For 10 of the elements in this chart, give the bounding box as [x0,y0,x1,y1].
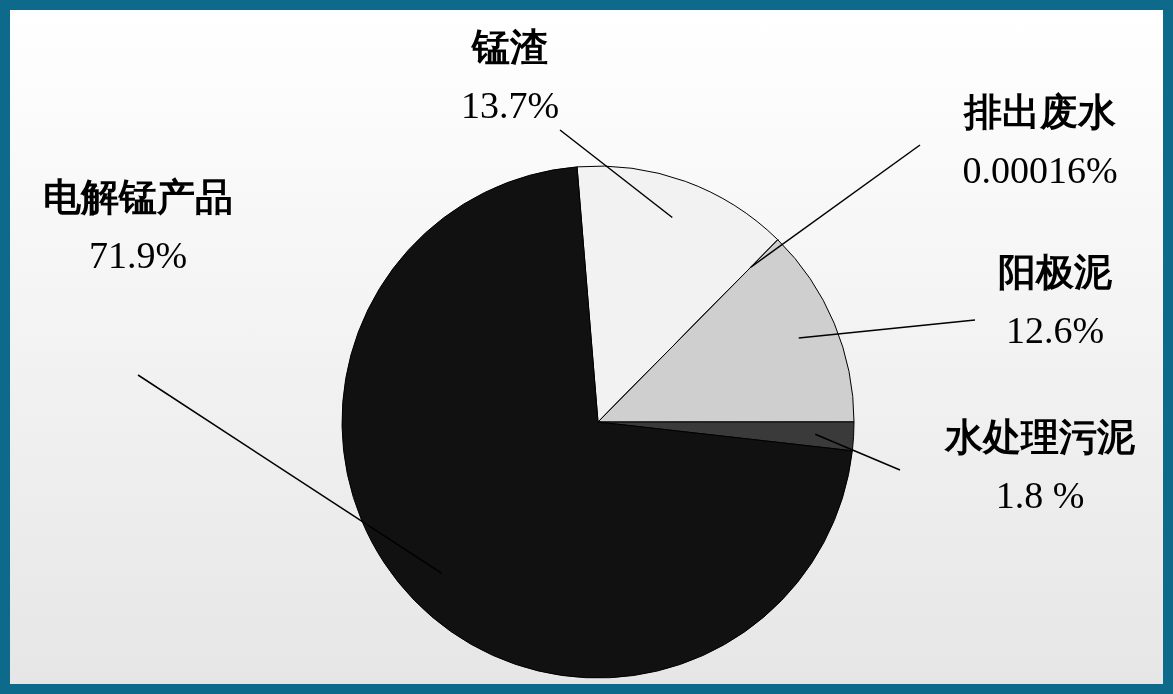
data-label: 71.9% [88,234,188,276]
slice-label: 排出废水 [963,89,1116,134]
slice-label: 锰渣 [470,24,548,69]
legend-label: 水处理污泥 [944,414,1136,459]
slice-label: 电解锰产品 [43,174,233,219]
data-label: 13.7% [460,84,560,126]
slice-label: 阳极泥 [998,249,1113,294]
data-label: 12.6% [1005,309,1105,351]
data-label: 1.8 % [995,474,1085,516]
data-label: 0.00016% [962,149,1118,191]
